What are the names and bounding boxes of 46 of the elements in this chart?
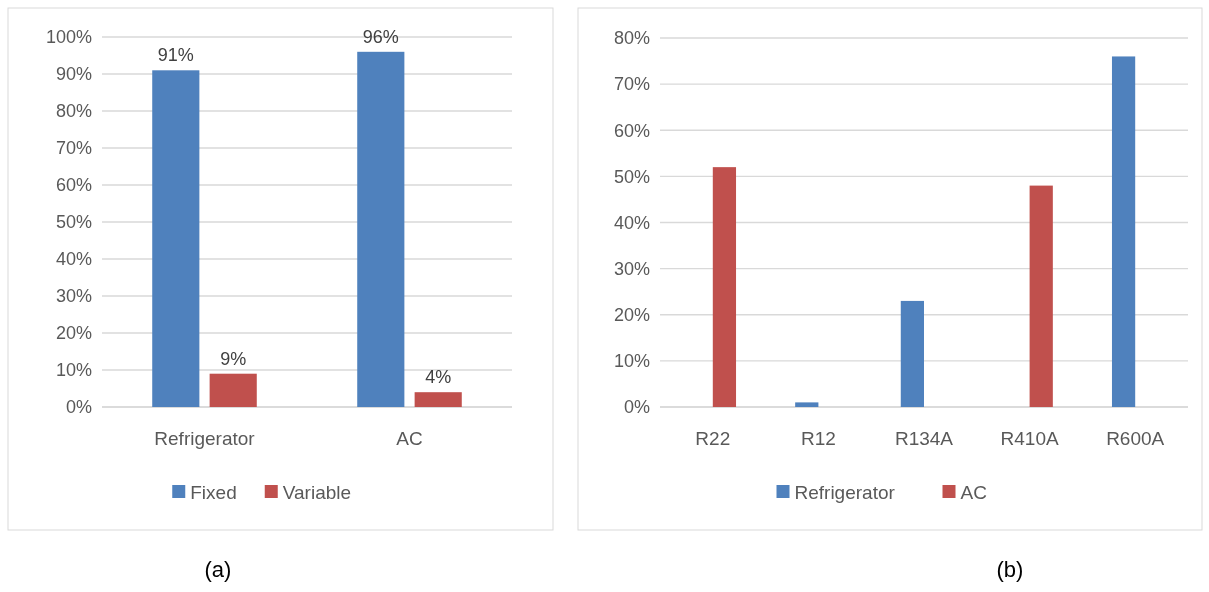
x-tick-label: R22 bbox=[695, 428, 731, 449]
text: (a) bbox=[204, 557, 232, 582]
y-tick-label: 20% bbox=[613, 305, 650, 326]
y-tick-label: 40% bbox=[613, 212, 650, 233]
legend-label: AC bbox=[960, 482, 987, 503]
legend-label: Variable bbox=[282, 482, 352, 503]
x-tick-label: R12 bbox=[800, 428, 836, 449]
bar bbox=[152, 70, 200, 407]
y-tick-label: 50% bbox=[613, 166, 650, 187]
y-tick-label: 10% bbox=[613, 351, 650, 372]
y-tick-label: 0% bbox=[623, 397, 650, 418]
bar bbox=[1111, 56, 1136, 407]
x-tick-label: R410A bbox=[1000, 428, 1059, 449]
y-tick-label: 30% bbox=[613, 258, 650, 279]
y-tick-label: 60% bbox=[55, 175, 92, 196]
y-tick-label: 70% bbox=[613, 74, 650, 95]
y-tick-label: 90% bbox=[55, 64, 92, 85]
y-tick-label: 80% bbox=[613, 28, 650, 49]
x-tick-label: R600A bbox=[1106, 428, 1165, 449]
bar bbox=[1029, 185, 1053, 407]
y-tick-label: 60% bbox=[613, 120, 650, 141]
y-tick-label: 10% bbox=[55, 360, 92, 381]
y-tick-label: 70% bbox=[55, 138, 92, 159]
bar bbox=[414, 392, 462, 407]
y-tick-label: 50% bbox=[55, 212, 92, 233]
y-tick-label: 0% bbox=[65, 397, 92, 418]
bar bbox=[900, 300, 924, 407]
bar bbox=[712, 167, 737, 407]
x-tick-label: Refrigerator bbox=[154, 428, 256, 449]
bar bbox=[357, 51, 405, 407]
data-label: 91% bbox=[157, 45, 194, 66]
y-tick-label: 30% bbox=[55, 286, 92, 307]
data-label: 9% bbox=[220, 348, 247, 369]
x-tick-label: R134A bbox=[894, 428, 954, 449]
legend-label: Fixed bbox=[190, 482, 237, 503]
data-label: 4% bbox=[425, 367, 452, 388]
y-tick-label: 80% bbox=[55, 101, 92, 122]
bar bbox=[795, 402, 819, 407]
bar bbox=[209, 373, 257, 407]
x-tick-label: AC bbox=[396, 428, 423, 449]
data-label: 96% bbox=[362, 26, 399, 47]
y-tick-label: 40% bbox=[55, 249, 92, 270]
y-tick-label: 100% bbox=[45, 27, 92, 48]
legend-label: Refrigerator bbox=[794, 482, 896, 503]
text: (b) bbox=[996, 557, 1024, 582]
y-tick-label: 20% bbox=[55, 323, 92, 344]
